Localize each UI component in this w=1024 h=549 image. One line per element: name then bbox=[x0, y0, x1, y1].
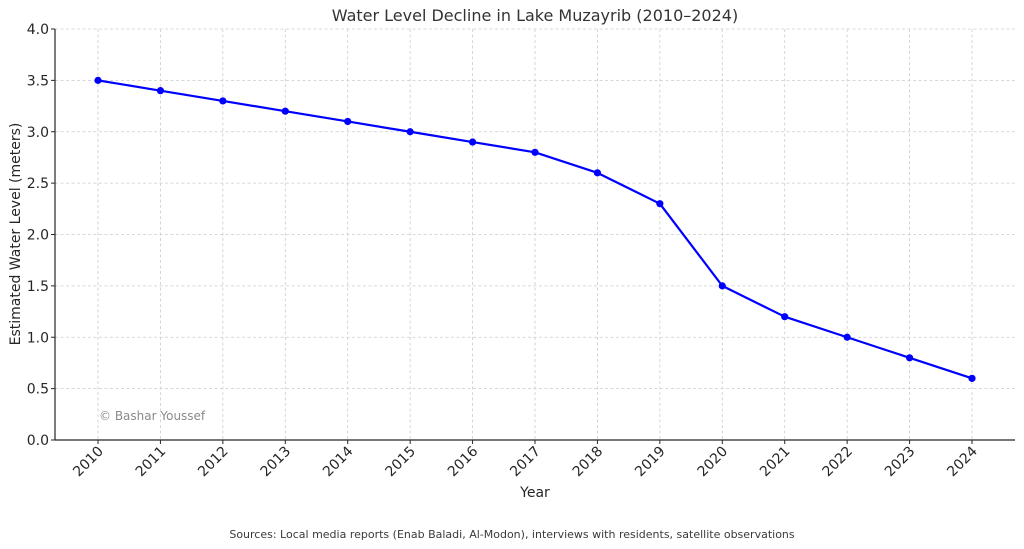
sources-footnote: Sources: Local media reports (Enab Balad… bbox=[229, 528, 795, 541]
y-tick-label: 1.0 bbox=[27, 330, 49, 346]
x-axis-label: Year bbox=[519, 485, 550, 501]
data-point bbox=[531, 148, 539, 156]
x-tick-label: 2019 bbox=[632, 444, 669, 481]
y-tick-label: 1.5 bbox=[27, 279, 49, 295]
x-tick-label: 2022 bbox=[819, 444, 856, 481]
x-tick-label: 2020 bbox=[695, 444, 732, 481]
x-tick-label: 2011 bbox=[133, 444, 170, 481]
data-point bbox=[718, 282, 726, 290]
x-axis-ticks: 2010 2011 2012 2013 2014 2015 2016 2017 2018 2019… bbox=[70, 440, 981, 480]
x-tick-label: 2018 bbox=[570, 444, 607, 481]
y-tick-label: 3.0 bbox=[27, 125, 49, 141]
y-tick-label: 3.5 bbox=[27, 73, 49, 89]
x-tick-label: 2024 bbox=[944, 443, 981, 480]
data-point bbox=[968, 374, 976, 382]
data-point bbox=[781, 313, 789, 321]
y-axis-label: Estimated Water Level (meters) bbox=[8, 123, 24, 346]
x-tick-label: 2023 bbox=[882, 444, 919, 481]
x-tick-label: 2014 bbox=[320, 443, 357, 480]
data-point bbox=[905, 354, 914, 362]
data-point bbox=[593, 169, 602, 177]
chart-title: Water Level Decline in Lake Muzayrib (20… bbox=[332, 6, 738, 25]
x-tick-label: 2021 bbox=[757, 444, 794, 481]
y-tick-label: 2.5 bbox=[27, 176, 49, 192]
y-axis-ticks: 0.0 0.5 1.0 1.5 2.0 2.5 3.0 3.5 4.0 bbox=[27, 22, 55, 449]
x-tick-label: 2015 bbox=[382, 444, 419, 481]
x-tick-label: 2010 bbox=[70, 444, 107, 481]
data-point bbox=[219, 97, 227, 105]
y-tick-label: 0.5 bbox=[27, 382, 49, 398]
x-tick-label: 2012 bbox=[195, 444, 232, 481]
data-point bbox=[94, 76, 102, 84]
y-tick-label: 0.0 bbox=[27, 433, 49, 449]
x-tick-label: 2017 bbox=[507, 444, 544, 481]
gridlines bbox=[55, 28, 1015, 441]
x-tick-label: 2013 bbox=[258, 444, 295, 481]
data-point bbox=[656, 200, 664, 208]
x-tick-label: 2016 bbox=[445, 443, 482, 480]
watermark-copyright: © Bashar Youssef bbox=[99, 409, 206, 423]
y-tick-label: 2.0 bbox=[27, 228, 49, 244]
data-point bbox=[468, 138, 477, 146]
data-point bbox=[344, 117, 352, 126]
data-point bbox=[843, 333, 851, 341]
y-tick-label: 4.0 bbox=[27, 22, 49, 38]
data-point bbox=[406, 128, 414, 136]
series-water-level bbox=[94, 76, 976, 382]
data-point bbox=[281, 107, 289, 115]
data-point bbox=[156, 87, 165, 95]
